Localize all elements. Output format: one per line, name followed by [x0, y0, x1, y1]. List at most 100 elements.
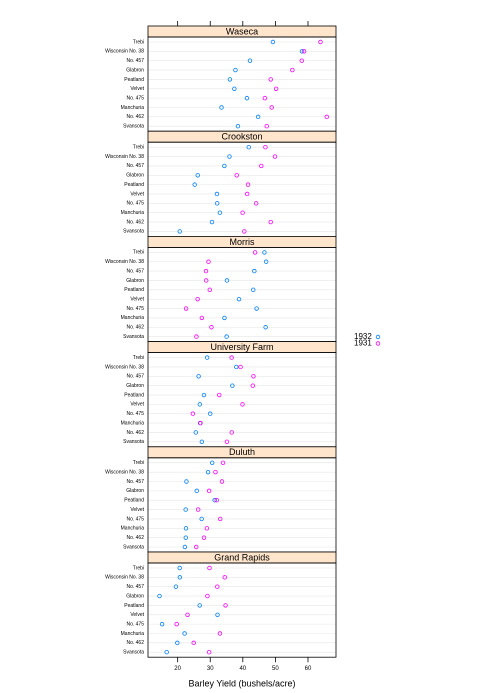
dot — [183, 535, 188, 540]
dot — [259, 163, 264, 169]
x-tick-label: 50 — [272, 666, 279, 672]
x-tick-label: 60 — [305, 666, 312, 672]
panel-title: University Farm — [210, 342, 273, 352]
dot — [218, 516, 223, 522]
dot — [209, 325, 214, 330]
x-tick-label: 30 — [207, 666, 214, 672]
dot — [195, 296, 200, 302]
x-tick-label: 20 — [174, 666, 181, 672]
category-label: Glabron — [126, 173, 144, 179]
dot — [242, 229, 247, 234]
category-label: Svansota — [123, 650, 144, 656]
category-label: Svansota — [123, 229, 144, 235]
panel-title: Morris — [230, 237, 255, 247]
category-label: Velvet — [130, 612, 144, 618]
dot — [206, 259, 211, 264]
dot — [234, 173, 239, 178]
dot — [272, 154, 278, 159]
dot — [183, 507, 188, 512]
legend-marker — [375, 341, 381, 346]
dot — [201, 392, 207, 398]
category-label: Glabron — [126, 593, 144, 599]
legend-label: 1931 — [354, 339, 372, 348]
category-label: Trebi — [133, 250, 144, 256]
dot — [214, 191, 220, 197]
category-label: No. 462 — [126, 114, 144, 120]
dot — [217, 210, 223, 215]
dot — [299, 49, 305, 54]
category-label: Glabron — [126, 488, 144, 494]
category-label: Svansota — [123, 544, 144, 550]
dot — [263, 144, 268, 150]
dot — [213, 469, 218, 475]
category-label: Peatland — [124, 182, 144, 188]
category-label: Manchuria — [121, 105, 145, 111]
category-label: No. 462 — [126, 219, 144, 225]
category-label: Trebi — [133, 145, 144, 151]
category-label: Trebi — [133, 39, 144, 45]
dot — [240, 402, 245, 407]
category-label: Wisconsin No. 38 — [105, 154, 144, 160]
category-label: No. 475 — [126, 621, 144, 627]
category-label: Velvet — [130, 507, 144, 513]
dot — [252, 250, 258, 255]
dot — [190, 411, 196, 416]
dot — [212, 498, 217, 503]
dot — [219, 479, 225, 484]
category-label: Svansota — [123, 334, 144, 340]
dot — [252, 268, 257, 274]
dot — [244, 95, 250, 101]
category-label: Peatland — [124, 77, 144, 83]
dot — [233, 67, 238, 73]
category-label: Manchuria — [121, 631, 145, 637]
dot — [207, 287, 212, 293]
dot — [182, 544, 188, 550]
dot — [206, 488, 212, 494]
dot — [177, 565, 182, 571]
category-label: Trebi — [133, 460, 144, 466]
legend-marker — [375, 334, 381, 340]
dot — [227, 154, 232, 159]
panel-title: Crookston — [221, 132, 262, 142]
dot — [224, 278, 230, 283]
dot — [324, 114, 329, 120]
category-label: Glabron — [126, 383, 144, 389]
category-label: No. 457 — [126, 479, 144, 485]
dot — [194, 334, 199, 339]
dot — [173, 584, 179, 589]
dot — [207, 565, 212, 571]
category-label: No. 457 — [126, 58, 144, 64]
category-label: No. 457 — [126, 584, 144, 590]
dot — [223, 603, 228, 608]
dot — [199, 315, 205, 321]
panel-title: Duluth — [229, 447, 255, 457]
dot — [232, 86, 237, 91]
dot — [197, 603, 202, 608]
dot — [246, 144, 251, 150]
category-label: Peatland — [124, 498, 144, 504]
dot — [177, 575, 183, 580]
dot — [199, 439, 205, 444]
dot — [222, 163, 227, 169]
category-label: Manchuria — [121, 526, 145, 532]
category-label: No. 457 — [126, 374, 144, 380]
category-label: No. 462 — [126, 325, 144, 331]
x-tick-label: 40 — [239, 666, 246, 672]
category-label: Glabron — [126, 278, 144, 284]
category-label: Velvet — [130, 402, 144, 408]
dot — [234, 364, 239, 370]
dot — [217, 631, 223, 636]
dot — [182, 631, 187, 636]
dot — [204, 278, 209, 283]
dot — [262, 95, 268, 101]
dot — [227, 77, 233, 82]
panel — [147, 562, 337, 658]
category-label: No. 475 — [126, 201, 144, 207]
category-label: Velvet — [130, 297, 144, 303]
legend-label: 1932 — [354, 332, 372, 341]
dot — [199, 516, 204, 522]
category-label: Manchuria — [121, 210, 145, 216]
category-label: Trebi — [133, 565, 144, 571]
category-label: Wisconsin No. 38 — [105, 575, 144, 581]
